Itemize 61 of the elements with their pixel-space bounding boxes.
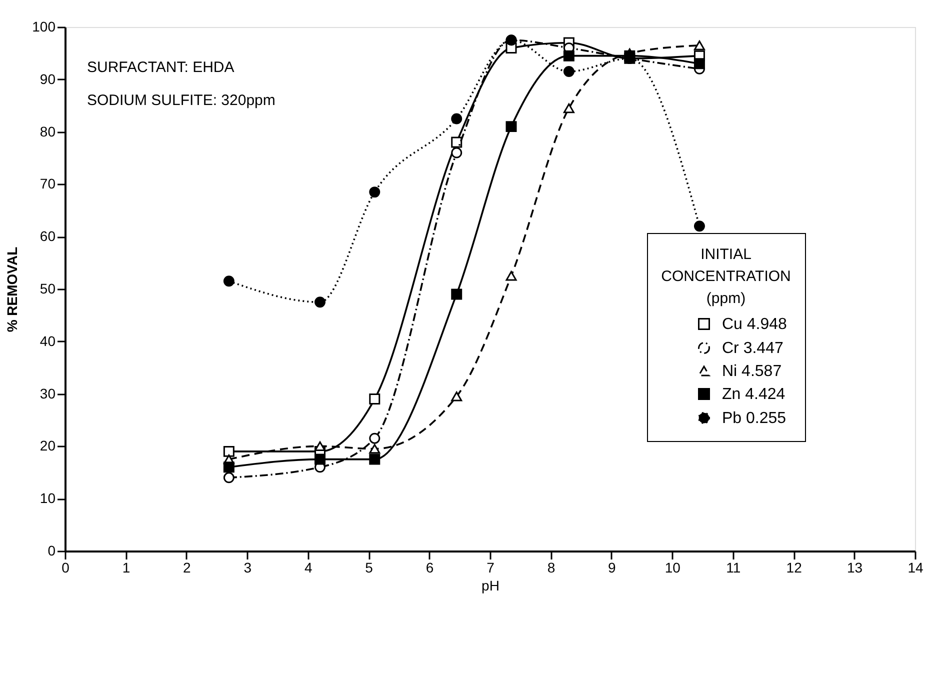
y-tick-label: 20 xyxy=(40,438,56,454)
point xyxy=(451,147,462,158)
y-tick-label: 60 xyxy=(40,228,56,244)
point xyxy=(506,271,517,281)
x-tick-label: 11 xyxy=(726,560,741,576)
y-tick-label: 100 xyxy=(32,18,56,34)
point xyxy=(451,113,462,124)
point xyxy=(694,220,705,232)
point xyxy=(369,444,380,454)
annotation: SODIUM SULFITE: 320ppm xyxy=(87,92,276,109)
x-tick-label: 10 xyxy=(664,560,681,576)
point xyxy=(451,392,462,402)
x-tick-label: 4 xyxy=(304,560,312,576)
y-tick-label: 90 xyxy=(40,70,56,87)
x-tick-label: 8 xyxy=(547,560,556,576)
x-tick-label: 1 xyxy=(122,560,130,576)
point xyxy=(314,296,326,308)
point xyxy=(506,121,517,132)
legend-label: Pb 0.255 xyxy=(722,410,786,427)
y-tick-label: 80 xyxy=(40,123,56,140)
x-axis-title: pH xyxy=(482,578,500,594)
y-axis-title: % REMOVAL xyxy=(4,246,20,332)
point xyxy=(369,454,380,465)
point xyxy=(563,66,574,78)
point xyxy=(451,136,462,148)
point xyxy=(223,462,234,473)
point xyxy=(314,441,326,452)
x-tick-label: 5 xyxy=(365,560,374,576)
legend-title: INITIAL CONCENTRATION (ppm) xyxy=(661,246,791,307)
legend-label: Cu 4.948 xyxy=(722,316,788,333)
x-tick-label: 14 xyxy=(908,560,924,576)
point xyxy=(451,288,462,300)
legend-label: Ni 4.587 xyxy=(722,363,782,380)
legend-label: Cr 3.447 xyxy=(722,340,784,357)
y-tick-label: 40 xyxy=(40,332,56,349)
x-tick-label: 6 xyxy=(426,560,434,576)
point xyxy=(369,394,380,405)
y-tick-label: 50 xyxy=(40,280,56,296)
x-tick-label: 7 xyxy=(486,560,495,576)
x-tick-label: 13 xyxy=(846,560,863,576)
x-tick-label: 9 xyxy=(608,560,616,576)
x-tick-label: 12 xyxy=(786,560,802,576)
legend-label: Zn 4.424 xyxy=(722,386,786,403)
point xyxy=(369,432,380,444)
x-tick-label: 0 xyxy=(62,560,70,576)
y-tick-label: 10 xyxy=(40,490,56,506)
point xyxy=(694,58,705,70)
y-tick-label: 70 xyxy=(40,176,56,192)
point xyxy=(223,472,234,484)
point xyxy=(563,50,574,62)
y-tick-label: 30 xyxy=(40,385,56,402)
annotation: SURFACTANT: EHDA xyxy=(87,59,234,76)
point xyxy=(223,276,234,287)
x-tick-label: 2 xyxy=(183,560,192,576)
x-tick-label: 3 xyxy=(244,560,252,576)
point xyxy=(314,454,326,465)
point xyxy=(369,186,380,198)
point xyxy=(223,446,234,457)
point xyxy=(694,40,705,50)
y-tick-label: 0 xyxy=(48,542,56,558)
point xyxy=(563,103,574,114)
